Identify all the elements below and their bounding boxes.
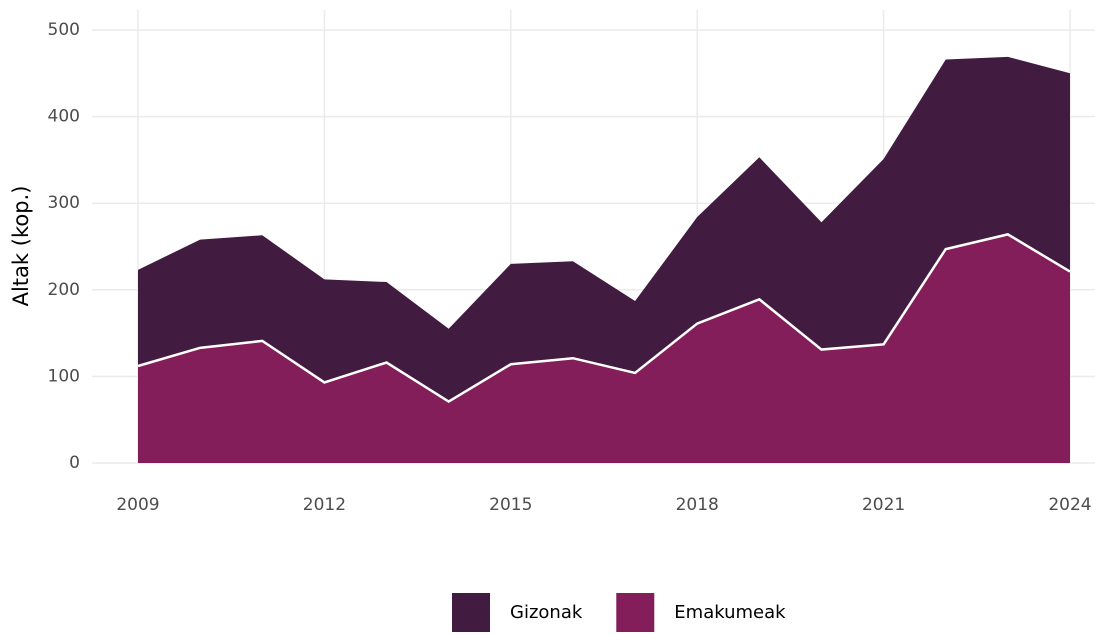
- y-tick-label: 200: [48, 280, 80, 300]
- x-tick-label: 2018: [676, 495, 719, 515]
- legend-swatch: [452, 593, 490, 632]
- x-tick-label: 2015: [489, 495, 532, 515]
- x-tick-label: 2012: [303, 495, 346, 515]
- area: [138, 56, 1070, 402]
- y-tick-label: 100: [48, 366, 80, 386]
- x-tick-label: 2009: [116, 495, 159, 515]
- y-tick-label: 300: [48, 193, 80, 213]
- y-tick-label: 400: [48, 107, 80, 127]
- legend-label: Emakumeak: [674, 602, 786, 623]
- y-axis-label: Altak (kop.): [9, 186, 33, 307]
- y-tick-label: 0: [69, 453, 80, 473]
- y-tick-label: 500: [48, 20, 80, 40]
- x-tick-label: 2021: [862, 495, 905, 515]
- legend-label: Gizonak: [510, 602, 583, 623]
- area: [138, 234, 1070, 463]
- x-tick-label: 2024: [1048, 495, 1091, 515]
- series-edge: [137, 233, 1071, 403]
- legend-swatch: [616, 593, 655, 632]
